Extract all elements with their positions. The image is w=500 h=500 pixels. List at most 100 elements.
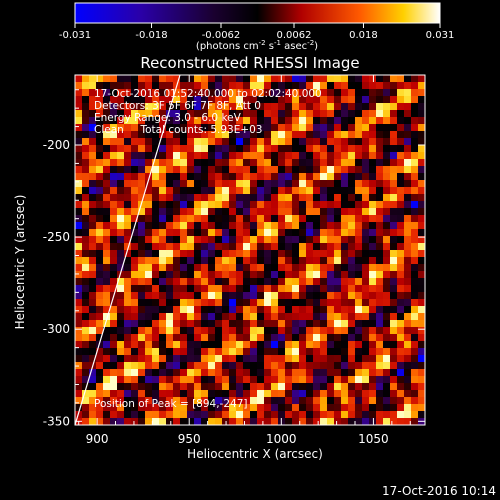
heatmap-cell: [131, 383, 139, 391]
heatmap-cell: [75, 383, 83, 391]
heatmap-cell: [397, 159, 405, 167]
heatmap-cell: [131, 159, 139, 167]
heatmap-cell: [159, 194, 167, 202]
heatmap-cell: [390, 292, 398, 300]
heatmap-cell: [180, 96, 188, 104]
heatmap-cell: [334, 271, 342, 279]
heatmap-cell: [257, 194, 265, 202]
heatmap-cell: [229, 124, 237, 132]
heatmap-cell: [173, 355, 181, 363]
heatmap-cell: [215, 152, 223, 160]
heatmap-cell: [397, 362, 405, 370]
heatmap-cell: [117, 229, 125, 237]
heatmap-cell: [82, 82, 90, 90]
heatmap-cell: [306, 411, 314, 419]
heatmap-cell: [180, 180, 188, 188]
heatmap-cell: [341, 341, 349, 349]
heatmap-cell: [355, 390, 363, 398]
heatmap-cell: [397, 341, 405, 349]
heatmap-cell: [236, 166, 244, 174]
heatmap-cell: [131, 103, 139, 111]
heatmap-cell: [215, 243, 223, 251]
heatmap-cell: [110, 180, 118, 188]
heatmap-cell: [299, 110, 307, 118]
heatmap-cell: [418, 369, 425, 377]
heatmap-cell: [250, 250, 258, 258]
heatmap-cell: [313, 117, 321, 125]
heatmap-cell: [390, 124, 398, 132]
heatmap-cell: [180, 327, 188, 335]
heatmap-cell: [250, 138, 258, 146]
heatmap-cell: [285, 341, 293, 349]
heatmap-cell: [341, 229, 349, 237]
heatmap-cell: [313, 194, 321, 202]
heatmap-cell: [131, 376, 139, 384]
heatmap-cell: [348, 194, 356, 202]
heatmap-cell: [299, 313, 307, 321]
heatmap-cell: [82, 390, 90, 398]
heatmap-cell: [187, 306, 195, 314]
heatmap-cell: [362, 418, 370, 425]
heatmap-cell: [313, 82, 321, 90]
heatmap-cell: [138, 397, 146, 405]
heatmap-cell: [390, 362, 398, 370]
heatmap-cell: [278, 201, 286, 209]
heatmap-cell: [271, 138, 279, 146]
heatmap-cell: [383, 285, 391, 293]
heatmap-cell: [250, 152, 258, 160]
heatmap-cell: [306, 117, 314, 125]
heatmap-cell: [404, 159, 412, 167]
heatmap-cell: [313, 313, 321, 321]
heatmap-cell: [117, 236, 125, 244]
heatmap-cell: [187, 320, 195, 328]
heatmap-cell: [411, 369, 419, 377]
heatmap-cell: [138, 152, 146, 160]
heatmap-cell: [215, 285, 223, 293]
heatmap-cell: [145, 180, 153, 188]
heatmap-cell: [180, 376, 188, 384]
heatmap-cell: [390, 243, 398, 251]
heatmap-cell: [173, 390, 181, 398]
heatmap-cell: [222, 159, 230, 167]
heatmap-cell: [89, 131, 97, 139]
heatmap-cell: [250, 320, 258, 328]
heatmap-cell: [82, 341, 90, 349]
heatmap-cell: [243, 299, 251, 307]
heatmap-cell: [208, 327, 216, 335]
heatmap-cell: [320, 131, 328, 139]
heatmap-cell: [187, 110, 195, 118]
heatmap-cell: [243, 383, 251, 391]
heatmap-cell: [96, 292, 104, 300]
heatmap-cell: [369, 334, 377, 342]
heatmap-cell: [278, 89, 286, 97]
heatmap-cell: [404, 348, 412, 356]
heatmap-cell: [82, 131, 90, 139]
heatmap-cell: [131, 271, 139, 279]
heatmap-cell: [292, 173, 300, 181]
heatmap-cell: [292, 264, 300, 272]
heatmap-cell: [285, 285, 293, 293]
heatmap-cell: [320, 110, 328, 118]
heatmap-cell: [131, 166, 139, 174]
heatmap-cell: [313, 383, 321, 391]
heatmap-cell: [222, 257, 230, 265]
heatmap-cell: [236, 173, 244, 181]
heatmap-cell: [96, 236, 104, 244]
heatmap-cell: [236, 313, 244, 321]
heatmap-cell: [138, 369, 146, 377]
heatmap-cell: [124, 96, 132, 104]
heatmap-cell: [180, 138, 188, 146]
heatmap-cell: [152, 208, 160, 216]
heatmap-cell: [222, 369, 230, 377]
heatmap-cell: [187, 334, 195, 342]
heatmap-cell: [327, 299, 335, 307]
heatmap-cell: [285, 369, 293, 377]
heatmap-cell: [320, 362, 328, 370]
heatmap-cell: [271, 278, 279, 286]
heatmap-cell: [131, 299, 139, 307]
heatmap-cell: [159, 187, 167, 195]
heatmap-cell: [299, 236, 307, 244]
heatmap-cell: [369, 124, 377, 132]
heatmap-cell: [257, 145, 265, 153]
heatmap-cell: [96, 299, 104, 307]
